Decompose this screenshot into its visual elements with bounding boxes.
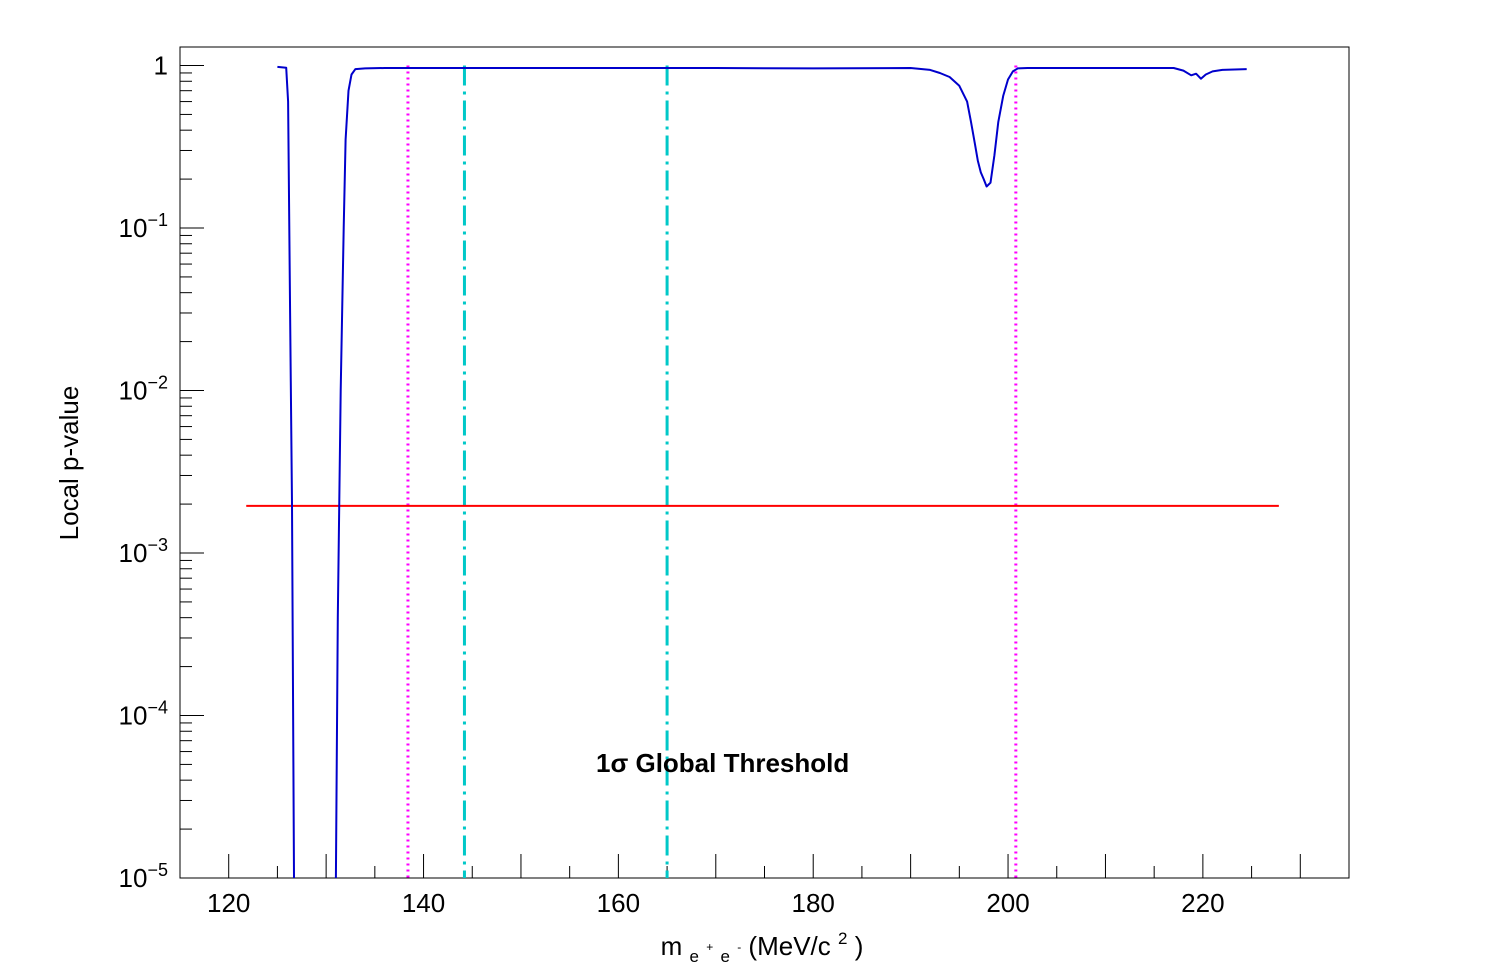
- y-tick-mantissa: 10: [119, 213, 148, 243]
- y-axis-title: Local p-value: [54, 386, 84, 541]
- y-tick-exponent: −2: [147, 373, 168, 393]
- y-tick-mantissa: 1: [154, 51, 168, 81]
- y-tick-exponent: −5: [147, 860, 168, 880]
- y-tick-exponent: −1: [147, 210, 168, 230]
- x-axis-title-base: m: [661, 931, 683, 961]
- series-line: [277, 65, 295, 879]
- x-axis-title-sub-1-sup: +: [706, 940, 713, 954]
- y-tick-mantissa: 10: [119, 863, 148, 893]
- x-axis-title-unit: (MeV/c: [748, 931, 830, 961]
- reference-lines: [406, 65, 1018, 878]
- y-tick-exponent: −4: [147, 698, 168, 718]
- x-axis-title-sub-1: e: [690, 947, 699, 966]
- x-tick-label: 200: [986, 888, 1029, 918]
- x-tick-label: 180: [792, 888, 835, 918]
- y-tick-label: 10−3: [119, 535, 168, 568]
- y-tick-exponent: −3: [147, 535, 168, 555]
- y-tick-label: 1: [154, 51, 168, 81]
- x-axis-title-sub-2: e: [720, 947, 729, 966]
- x-axis-title-unit-close: ): [855, 931, 864, 961]
- y-tick-label: 10−1: [119, 210, 168, 243]
- annotation-label: 1σ Global Threshold: [596, 748, 849, 778]
- series-group: [277, 65, 1247, 879]
- x-axis-title: m e + e - (MeV/c 2 ): [661, 920, 864, 968]
- x-tick-label: 220: [1181, 888, 1224, 918]
- y-tick-labels: 110−110−210−310−410−5: [119, 51, 168, 893]
- y-tick-label: 10−5: [119, 860, 168, 893]
- y-tick-mantissa: 10: [119, 376, 148, 406]
- series-line: [334, 67, 1247, 879]
- y-tick-mantissa: 10: [119, 538, 148, 568]
- y-tick-label: 10−2: [119, 373, 168, 406]
- x-tick-label: 160: [597, 888, 640, 918]
- y-tick-mantissa: 10: [119, 701, 148, 731]
- x-tick-labels: 120 140 160 180 200 220: [207, 888, 1225, 918]
- x-tick-label: 120: [207, 888, 250, 918]
- x-axis-title-unit-sup: 2: [838, 929, 847, 948]
- x-tick-label: 140: [402, 888, 445, 918]
- tick-marks: [179, 65, 1350, 879]
- y-tick-label: 10−4: [119, 698, 168, 731]
- x-axis-title-sub-2-sup: -: [737, 940, 741, 954]
